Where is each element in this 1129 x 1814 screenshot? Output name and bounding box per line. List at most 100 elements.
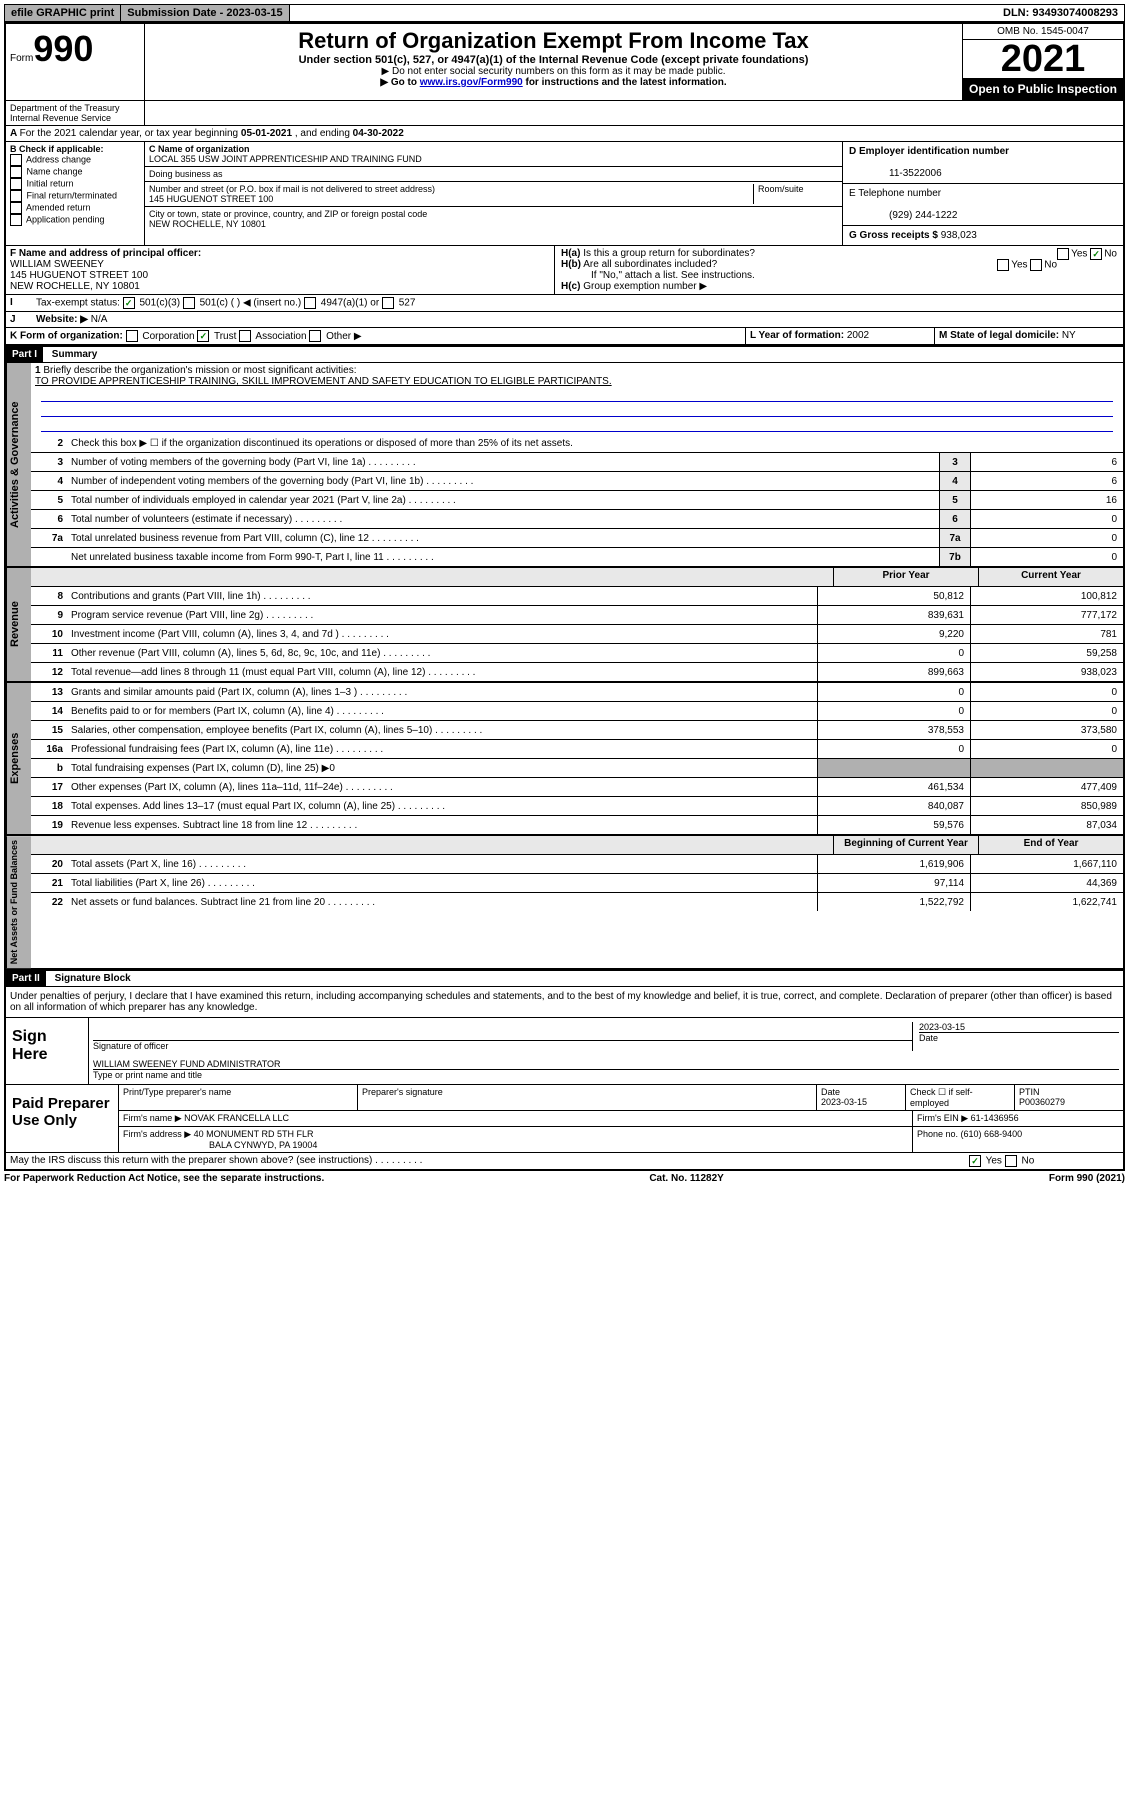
footer-right: Form 990 (2021): [1049, 1173, 1125, 1184]
table-row: 20Total assets (Part X, line 16)1,619,90…: [31, 855, 1123, 874]
table-row: 7aTotal unrelated business revenue from …: [31, 529, 1123, 548]
firm-phone: (610) 668-9400: [961, 1129, 1023, 1139]
sig-date: 2023-03-15: [919, 1022, 1119, 1032]
table-row: 6Total number of volunteers (estimate if…: [31, 510, 1123, 529]
form-title: Return of Organization Exempt From Incom…: [149, 28, 958, 54]
hb-yes-checkbox[interactable]: [997, 259, 1009, 271]
b-opt-checkbox[interactable]: [10, 214, 22, 226]
tax-year: 2021: [963, 40, 1123, 78]
prior-year-header: Prior Year: [833, 568, 978, 586]
k-opt-checkbox[interactable]: [126, 330, 138, 342]
table-row: 3Number of voting members of the governi…: [31, 453, 1123, 472]
4947-checkbox[interactable]: [304, 297, 316, 309]
prep-date: 2023-03-15: [821, 1097, 867, 1107]
box-b: B Check if applicable: Address change Na…: [6, 142, 145, 245]
table-row: 17Other expenses (Part IX, column (A), l…: [31, 778, 1123, 797]
part2-title: Signature Block: [49, 971, 137, 986]
declaration-text: Under penalties of perjury, I declare th…: [6, 987, 1123, 1017]
501c3-checkbox[interactable]: [123, 297, 135, 309]
table-row: 14Benefits paid to or for members (Part …: [31, 702, 1123, 721]
part1-header: Part I: [6, 347, 43, 362]
phone: (929) 244-1222: [849, 210, 957, 221]
table-row: 22Net assets or fund balances. Subtract …: [31, 893, 1123, 911]
sub-date: 2023-03-15: [226, 7, 282, 19]
dept-treasury: Department of the TreasuryInternal Reven…: [6, 101, 145, 125]
ha-no-checkbox[interactable]: [1090, 248, 1102, 260]
ptin: P00360279: [1019, 1097, 1065, 1107]
submission-date-button[interactable]: Submission Date - 2023-03-15: [121, 5, 289, 21]
top-bar: efile GRAPHIC print Submission Date - 20…: [4, 4, 1125, 22]
box-d: D Employer identification number11-35220…: [842, 142, 1123, 245]
table-row: 8Contributions and grants (Part VIII, li…: [31, 587, 1123, 606]
open-to-public: Open to Public Inspection: [963, 78, 1123, 100]
tab-netassets: Net Assets or Fund Balances: [6, 836, 31, 968]
part2-header: Part II: [6, 971, 46, 986]
table-row: 9Program service revenue (Part VIII, lin…: [31, 606, 1123, 625]
b-opt-checkbox[interactable]: [10, 190, 22, 202]
footer-left: For Paperwork Reduction Act Notice, see …: [4, 1173, 324, 1184]
line-a: A For the 2021 calendar year, or tax yea…: [6, 126, 1123, 142]
k-opt-checkbox[interactable]: [197, 330, 209, 342]
b-opt-checkbox[interactable]: [10, 202, 22, 214]
sign-here-label: Sign Here: [6, 1018, 89, 1084]
table-row: 13Grants and similar amounts paid (Part …: [31, 683, 1123, 702]
table-row: 21Total liabilities (Part X, line 26)97,…: [31, 874, 1123, 893]
org-name: LOCAL 355 USW JOINT APPRENTICESHIP AND T…: [149, 154, 422, 164]
ha-yes-checkbox[interactable]: [1057, 248, 1069, 260]
box-c: C Name of organization LOCAL 355 USW JOI…: [145, 142, 842, 245]
k-opt-checkbox[interactable]: [239, 330, 251, 342]
tab-activities: Activities & Governance: [6, 363, 31, 566]
table-row: bTotal fundraising expenses (Part IX, co…: [31, 759, 1123, 778]
may-discuss-text: May the IRS discuss this return with the…: [6, 1153, 965, 1169]
firm-name: NOVAK FRANCELLA LLC: [184, 1113, 289, 1123]
org-address: 145 HUGUENOT STREET 100: [149, 194, 273, 204]
ein: 11-3522006: [849, 168, 942, 179]
year-formed: 2002: [847, 330, 869, 341]
firm-ein: 61-1436956: [971, 1113, 1019, 1123]
form-subtitle: Under section 501(c), 527, or 4947(a)(1)…: [149, 54, 958, 66]
firm-addr1: 40 MONUMENT RD 5TH FLR: [194, 1129, 314, 1139]
table-row: 4Number of independent voting members of…: [31, 472, 1123, 491]
b-opt-checkbox[interactable]: [10, 154, 22, 166]
501c-checkbox[interactable]: [183, 297, 195, 309]
527-checkbox[interactable]: [382, 297, 394, 309]
form-body: Form990 Return of Organization Exempt Fr…: [4, 22, 1125, 1171]
tab-expenses: Expenses: [6, 683, 31, 834]
firm-addr2: BALA CYNWYD, PA 19004: [123, 1140, 317, 1150]
current-year-header: Current Year: [978, 568, 1123, 586]
form-number-cell: Form990: [6, 24, 145, 100]
sub-label: Submission Date -: [127, 7, 226, 19]
table-row: 11Other revenue (Part VIII, column (A), …: [31, 644, 1123, 663]
tab-revenue: Revenue: [6, 568, 31, 681]
part1-title: Summary: [46, 347, 104, 362]
hb-no-checkbox[interactable]: [1030, 259, 1042, 271]
irs-link[interactable]: www.irs.gov/Form990: [420, 77, 523, 88]
dln-field: DLN: 93493074008293: [997, 5, 1124, 21]
org-city: NEW ROCHELLE, NY 10801: [149, 219, 266, 229]
officer-name: WILLIAM SWEENEY: [10, 259, 104, 270]
b-opt-checkbox[interactable]: [10, 166, 22, 178]
officer-name-title: WILLIAM SWEENEY FUND ADMINISTRATOR: [93, 1059, 1119, 1069]
instr-1: ▶ Do not enter social security numbers o…: [149, 66, 958, 77]
state-domicile: NY: [1062, 330, 1076, 341]
mission-text: TO PROVIDE APPRENTICESHIP TRAINING, SKIL…: [35, 376, 612, 387]
table-row: 10Investment income (Part VIII, column (…: [31, 625, 1123, 644]
paid-preparer-label: Paid Preparer Use Only: [6, 1085, 119, 1152]
footer-mid: Cat. No. 11282Y: [649, 1173, 723, 1184]
website: N/A: [91, 314, 108, 325]
table-row: 19Revenue less expenses. Subtract line 1…: [31, 816, 1123, 834]
efile-print-button[interactable]: efile GRAPHIC print: [5, 5, 121, 21]
table-row: 5Total number of individuals employed in…: [31, 491, 1123, 510]
table-row: Net unrelated business taxable income fr…: [31, 548, 1123, 566]
end-year-header: End of Year: [978, 836, 1123, 854]
k-opt-checkbox[interactable]: [309, 330, 321, 342]
gross-receipts: 938,023: [941, 230, 977, 241]
begin-year-header: Beginning of Current Year: [833, 836, 978, 854]
discuss-yes-checkbox[interactable]: [969, 1155, 981, 1167]
instr-2: ▶ Go to www.irs.gov/Form990 for instruct…: [149, 77, 958, 88]
table-row: 16aProfessional fundraising fees (Part I…: [31, 740, 1123, 759]
b-opt-checkbox[interactable]: [10, 178, 22, 190]
table-row: 12Total revenue—add lines 8 through 11 (…: [31, 663, 1123, 681]
table-row: 18Total expenses. Add lines 13–17 (must …: [31, 797, 1123, 816]
discuss-no-checkbox[interactable]: [1005, 1155, 1017, 1167]
